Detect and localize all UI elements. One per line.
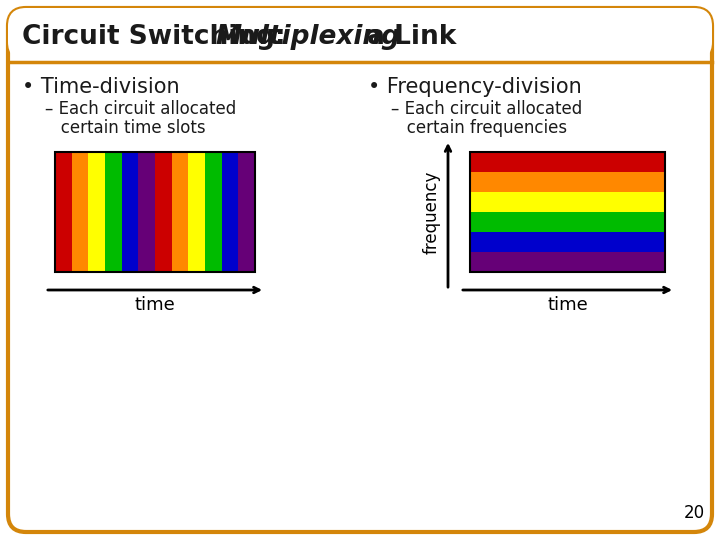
Bar bbox=[470, 152, 665, 272]
Bar bbox=[189, 152, 205, 272]
Bar bbox=[105, 152, 122, 272]
Bar bbox=[72, 152, 89, 272]
Text: 20: 20 bbox=[684, 504, 705, 522]
Text: • Time-division: • Time-division bbox=[22, 77, 179, 97]
Bar bbox=[470, 152, 665, 172]
Text: – Each circuit allocated: – Each circuit allocated bbox=[391, 100, 582, 118]
Text: time: time bbox=[135, 296, 176, 314]
Bar bbox=[470, 252, 665, 272]
Text: frequency: frequency bbox=[423, 170, 441, 254]
Bar bbox=[205, 152, 222, 272]
Bar bbox=[222, 152, 238, 272]
Text: certain frequencies: certain frequencies bbox=[391, 119, 567, 137]
Bar bbox=[55, 152, 72, 272]
Bar bbox=[55, 152, 255, 272]
FancyBboxPatch shape bbox=[8, 8, 712, 532]
Bar bbox=[138, 152, 155, 272]
Text: – Each circuit allocated: – Each circuit allocated bbox=[45, 100, 236, 118]
Text: a Link: a Link bbox=[358, 24, 456, 50]
Bar bbox=[470, 212, 665, 232]
Bar bbox=[470, 172, 665, 192]
Bar bbox=[470, 192, 665, 212]
Bar bbox=[155, 152, 171, 272]
Bar bbox=[238, 152, 255, 272]
Text: Multiplexing: Multiplexing bbox=[215, 24, 400, 50]
FancyBboxPatch shape bbox=[8, 8, 712, 60]
Bar bbox=[89, 152, 105, 272]
Text: Circuit Switching:: Circuit Switching: bbox=[22, 24, 294, 50]
Text: time: time bbox=[547, 296, 588, 314]
Bar bbox=[122, 152, 138, 272]
Bar bbox=[171, 152, 189, 272]
Text: certain time slots: certain time slots bbox=[45, 119, 206, 137]
Bar bbox=[470, 232, 665, 252]
Text: • Frequency-division: • Frequency-division bbox=[368, 77, 582, 97]
